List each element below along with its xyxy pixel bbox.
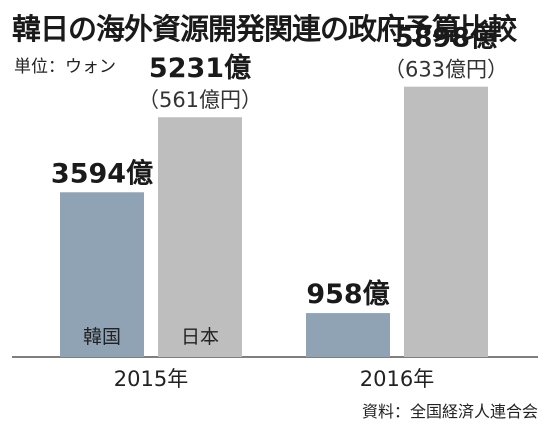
chart-title: 韓日の海外資源開発関連の政府予算比較 [12,12,517,46]
bar-korea-2 [306,313,390,357]
data-label-korea-2: 958億 [306,279,389,310]
data-sublabel-japan-1: （561億円） [138,88,262,112]
series-label-korea: 韓国 [83,326,121,348]
series-label-japan: 日本 [181,326,219,348]
data-label-korea-1: 3594億 [51,158,153,189]
source-note: 資料：全国経済人連合会 [361,402,538,421]
data-sublabel-japan-2: （633億円） [384,58,508,82]
data-label-japan-2: 5898億 [395,23,497,54]
data-label-japan-1: 5231億 [149,53,251,84]
bar-korea-1 [60,192,144,357]
bar-japan-1 [158,117,242,357]
x-tick-label-2: 2016年 [360,367,434,391]
x-tick-label-1: 2015年 [114,367,188,391]
bar-japan-2 [404,86,488,358]
unit-label: 単位：ウォン [14,57,116,77]
